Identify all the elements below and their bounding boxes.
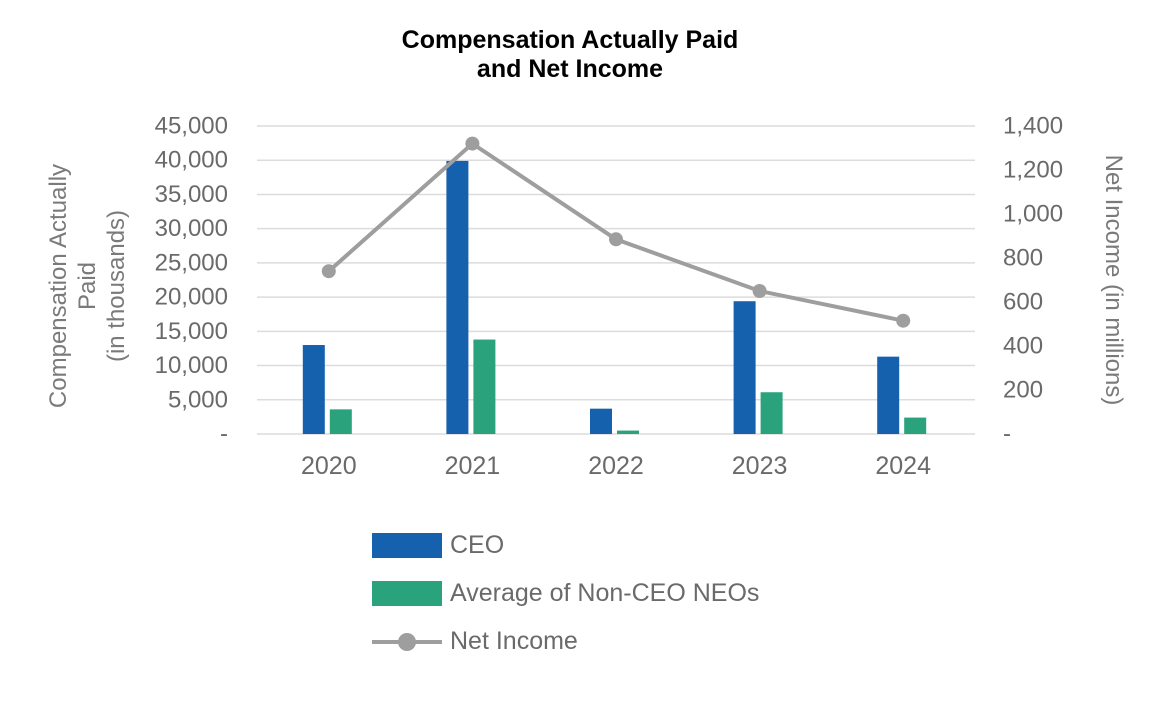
bar-ceo-2024 xyxy=(877,356,900,434)
bar-neo-2021 xyxy=(473,339,496,434)
legend-label-neo: Average of Non-CEO NEOs xyxy=(450,579,760,607)
y-left-tick-label: 15,000 xyxy=(155,318,228,345)
x-category-label: 2024 xyxy=(875,452,931,480)
x-category-label: 2023 xyxy=(732,452,788,480)
net-income-marker-2022 xyxy=(609,232,623,247)
y-right-tick-label: 400 xyxy=(1003,333,1043,360)
bar-ceo-2023 xyxy=(733,301,756,434)
chart-title-line-1: Compensation Actually Paid xyxy=(401,26,739,54)
legend-line-mark xyxy=(372,629,442,654)
y-left-tick-label: 30,000 xyxy=(155,215,228,242)
legend-label-ceo: CEO xyxy=(450,531,505,559)
legend-label-net-income: Net Income xyxy=(450,627,578,655)
y-left-tick-label: 20,000 xyxy=(155,284,228,311)
y-right-tick-label: 1,000 xyxy=(1003,201,1063,228)
y-left-tick-label: 35,000 xyxy=(155,181,228,208)
legend-swatch-ceo xyxy=(372,533,442,558)
bar-neo-2022 xyxy=(617,430,639,434)
bar-neo-2024 xyxy=(904,417,927,434)
y-left-tick-label: 25,000 xyxy=(155,249,228,276)
legend-item-neo: Average of Non-CEO NEOs xyxy=(372,579,760,607)
y-right-tick-label: 800 xyxy=(1003,245,1043,272)
net-income-marker-2023 xyxy=(752,284,767,298)
y-right-tick-label: 200 xyxy=(1003,377,1043,404)
legend-line-marker-dot xyxy=(398,632,416,651)
legend: CEO Average of Non-CEO NEOs Net Income xyxy=(372,531,760,655)
legend-item-ceo: CEO xyxy=(372,531,759,559)
y-left-tick-label: 5,000 xyxy=(168,386,228,413)
x-category-label: 2021 xyxy=(445,452,501,480)
legend-item-net-income: Net Income xyxy=(372,627,759,655)
net-income-marker-2021 xyxy=(465,136,480,151)
bar-neo-2023 xyxy=(760,392,783,434)
y-right-tick-label: 600 xyxy=(1003,289,1043,316)
chart-title: Compensation Actually Paid and Net Incom… xyxy=(0,26,1140,84)
y-left-tick-label: - xyxy=(220,421,228,448)
left-axis-title-line-2: Paid xyxy=(73,261,101,311)
x-category-label: 2022 xyxy=(588,452,644,480)
net-income-marker-2024 xyxy=(896,313,911,328)
y-right-tick-label: - xyxy=(1003,421,1011,448)
right-axis-title: Net Income (in millions) xyxy=(1100,154,1127,406)
net-income-line xyxy=(327,141,904,323)
y-right-tick-label: 1,200 xyxy=(1003,157,1063,184)
x-category-label: 2020 xyxy=(301,452,357,480)
bar-ceo-2020 xyxy=(302,345,325,434)
y-left-tick-label: 45,000 xyxy=(155,113,228,140)
bar-ceo-2022 xyxy=(590,408,612,434)
left-axis-title-line-1: Compensation Actually xyxy=(44,163,72,409)
chart-title-line-2: and Net Income xyxy=(476,55,664,83)
plot-area: - 5,000 10,000 15,000 20,000 25,000 30,000 35,0… xyxy=(155,113,1063,481)
bar-neo-2020 xyxy=(329,409,352,434)
y-right-tick-label: 1,400 xyxy=(1003,113,1063,140)
net-income-marker-2020 xyxy=(321,264,336,279)
y-left-tick-label: 10,000 xyxy=(155,352,228,379)
left-axis-title-line-3: (in thousands) xyxy=(102,209,130,363)
legend-swatch-neo xyxy=(372,581,442,606)
y-left-tick-label: 40,000 xyxy=(155,147,228,174)
bar-ceo-2021 xyxy=(446,160,469,434)
left-axis-title: Compensation Actually Paid (in thousands… xyxy=(41,126,133,446)
